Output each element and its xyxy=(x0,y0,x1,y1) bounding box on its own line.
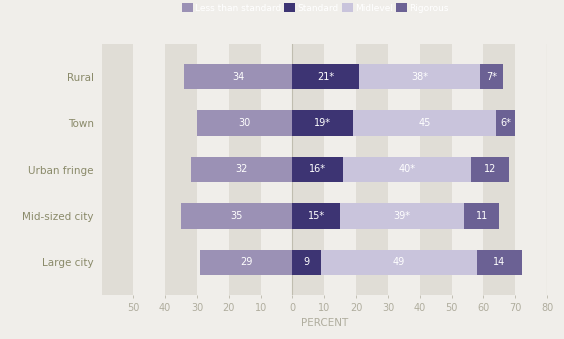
Legend: Less than standard, Standard, Midlevel, Rigorous: Less than standard, Standard, Midlevel, … xyxy=(182,3,449,13)
Text: 34: 34 xyxy=(232,72,245,82)
Bar xyxy=(102,44,133,295)
Bar xyxy=(293,250,321,275)
Bar xyxy=(471,157,509,182)
Bar xyxy=(353,110,496,136)
Bar xyxy=(359,64,480,89)
Text: 9: 9 xyxy=(304,257,310,267)
Bar xyxy=(483,44,515,295)
Text: 14: 14 xyxy=(493,257,505,267)
Text: 39*: 39* xyxy=(394,211,411,221)
Text: 6*: 6* xyxy=(500,118,511,128)
Bar xyxy=(181,203,293,229)
Text: 29: 29 xyxy=(240,257,253,267)
Bar xyxy=(293,44,324,295)
Bar xyxy=(420,44,452,295)
Text: 21*: 21* xyxy=(318,72,334,82)
Bar xyxy=(200,250,293,275)
Text: 7*: 7* xyxy=(486,72,497,82)
Bar xyxy=(343,157,471,182)
Text: 16*: 16* xyxy=(310,164,327,175)
Bar xyxy=(184,64,293,89)
Text: 30: 30 xyxy=(239,118,251,128)
Bar xyxy=(197,110,293,136)
Bar xyxy=(464,203,499,229)
Text: 15*: 15* xyxy=(308,211,325,221)
Bar xyxy=(321,250,477,275)
Text: 38*: 38* xyxy=(411,72,428,82)
Text: 12: 12 xyxy=(483,164,496,175)
Bar xyxy=(293,157,343,182)
Bar xyxy=(165,44,197,295)
Text: 32: 32 xyxy=(235,164,248,175)
Text: 35: 35 xyxy=(231,211,243,221)
Bar xyxy=(496,110,515,136)
Bar xyxy=(191,157,293,182)
Text: 49: 49 xyxy=(393,257,405,267)
Text: 45: 45 xyxy=(418,118,431,128)
Bar xyxy=(477,250,522,275)
Bar xyxy=(293,203,340,229)
Bar xyxy=(293,110,353,136)
Bar xyxy=(340,203,464,229)
Text: 19*: 19* xyxy=(314,118,331,128)
Bar xyxy=(480,64,503,89)
Text: 40*: 40* xyxy=(399,164,416,175)
Text: 11: 11 xyxy=(475,211,488,221)
X-axis label: PERCENT: PERCENT xyxy=(301,318,348,328)
Bar xyxy=(356,44,388,295)
Bar xyxy=(229,44,261,295)
Bar xyxy=(293,64,359,89)
